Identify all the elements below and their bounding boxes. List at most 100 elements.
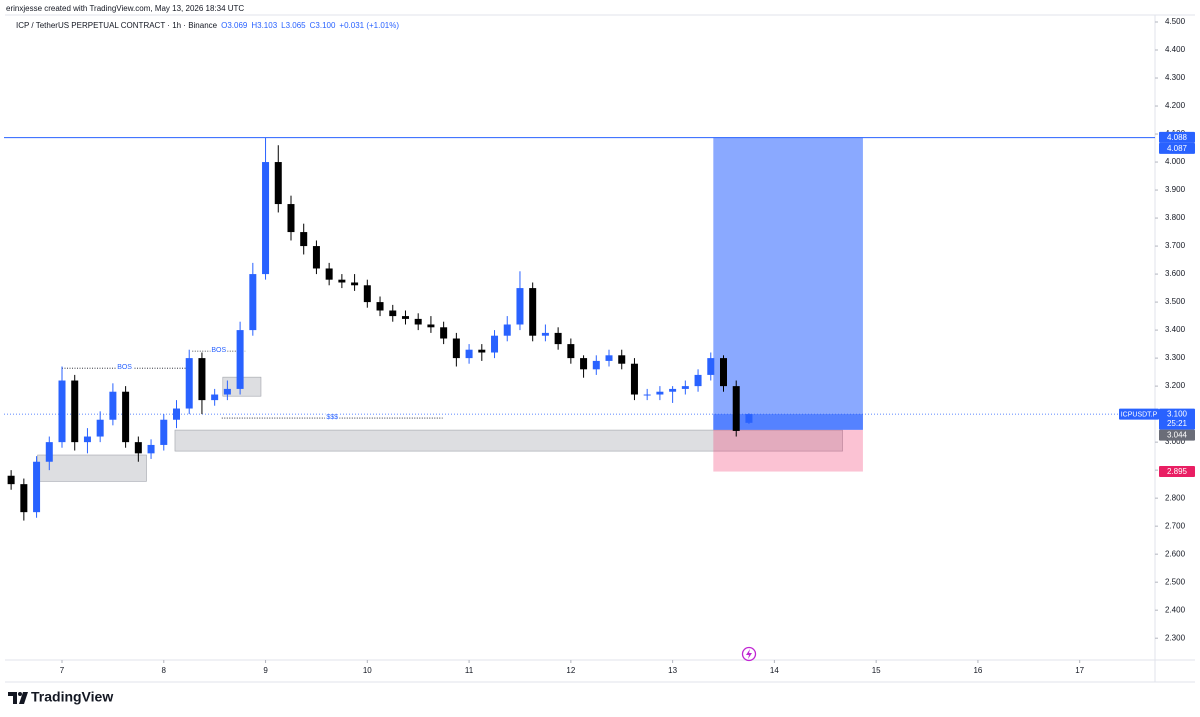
candle-body — [198, 358, 206, 401]
icon-bolt — [746, 649, 752, 659]
candle-body — [287, 204, 295, 233]
candle-body — [134, 442, 142, 454]
candle-body — [172, 408, 180, 420]
price-badge-label: 3.044 — [1167, 431, 1188, 440]
candle-body — [33, 461, 41, 513]
annotation-label: BOS — [117, 364, 132, 371]
price-badge — [1159, 429, 1195, 441]
y-tick-label: 2.600 — [1165, 549, 1186, 558]
zone — [37, 454, 147, 482]
y-tick-label: 2.700 — [1165, 521, 1186, 530]
candle-body — [414, 318, 422, 325]
x-tick-label: 11 — [465, 666, 474, 675]
y-tick-label: 4.500 — [1165, 17, 1186, 26]
candle-body — [109, 391, 117, 420]
candle-body — [427, 324, 435, 328]
y-tick-label: 3.600 — [1165, 269, 1186, 278]
candle-body — [325, 268, 333, 280]
candle-body — [541, 332, 549, 336]
symbol-tag-box — [1119, 408, 1159, 420]
y-tick-label: 3.000 — [1165, 437, 1186, 446]
candle-body — [338, 279, 346, 283]
x-tick-label: 14 — [770, 666, 779, 675]
price-badge — [1159, 466, 1195, 478]
candle-body — [732, 386, 740, 431]
candle-body — [300, 232, 308, 247]
candle-body — [440, 327, 448, 339]
logo-dot — [18, 692, 22, 696]
candle-body — [7, 475, 15, 485]
candle-body — [656, 391, 664, 395]
candle-body — [643, 394, 651, 396]
icon-ring — [741, 646, 757, 662]
zone — [174, 429, 843, 452]
y-tick-label: 2.500 — [1165, 577, 1186, 586]
x-tick-label: 9 — [263, 666, 268, 675]
header: erinxjesse created with TradingView.com,… — [6, 4, 244, 13]
annotation-label: $$$ — [326, 414, 338, 421]
candle-body — [223, 388, 231, 395]
legend: ICP / TetherUS PERPETUAL CONTRACT · 1h ·… — [16, 21, 399, 30]
y-tick-label: 3.800 — [1165, 213, 1186, 222]
plot: BOS BOS $$$ — [4, 137, 1155, 521]
price-badge-label: 4.088 — [1167, 133, 1188, 142]
x-tick-label: 7 — [60, 666, 65, 675]
candle-body — [554, 332, 562, 345]
countdown: 25:21 — [1167, 419, 1188, 428]
candle-body — [147, 444, 155, 454]
candle-body — [389, 310, 397, 317]
candle-body — [376, 302, 384, 311]
price-badge-label: 2.895 — [1167, 467, 1188, 476]
candle-body — [567, 344, 575, 359]
candle-body — [720, 358, 728, 387]
candle-body — [236, 330, 244, 389]
price-badge — [1159, 142, 1195, 154]
stop-zone — [713, 429, 863, 472]
x-tick-label: 10 — [363, 666, 372, 675]
candle-body — [681, 386, 689, 389]
price-badge-label: 3.100 — [1167, 410, 1188, 419]
candle-body — [669, 388, 677, 392]
candle-body — [96, 419, 104, 437]
candle-body — [707, 358, 715, 375]
candle-body — [529, 288, 537, 336]
y-tick-label: 4.300 — [1165, 73, 1186, 82]
candle-body — [630, 363, 638, 395]
legend-item: O3.069 — [221, 21, 248, 30]
candle-body — [478, 349, 486, 353]
candle-body — [605, 355, 613, 361]
x-tick-label: 13 — [668, 666, 677, 675]
y-tick-label: 3.900 — [1165, 185, 1186, 194]
legend-item: H3.103 — [251, 21, 277, 30]
candle-body — [83, 436, 91, 443]
candle-body — [160, 419, 168, 445]
candle-body — [71, 380, 79, 443]
legend-item: ICP / TetherUS PERPETUAL CONTRACT · 1h ·… — [16, 21, 218, 30]
candle-body — [452, 338, 460, 359]
y-tick-label: 4.200 — [1165, 101, 1186, 110]
candle-body — [262, 162, 270, 275]
candle-body — [401, 316, 409, 319]
y-tick-label: 3.700 — [1165, 241, 1186, 250]
y-tick-label: 3.400 — [1165, 325, 1186, 334]
logo-mark — [8, 692, 28, 704]
y-tick-label: 2.300 — [1165, 633, 1186, 642]
y-tick-label: 3.500 — [1165, 297, 1186, 306]
candle-body — [274, 162, 282, 205]
y-tick-label: 2.800 — [1165, 493, 1186, 502]
candle-body — [618, 355, 626, 364]
y-tick-label: 2.400 — [1165, 605, 1186, 614]
legend-item: +0.031 (+1.01%) — [339, 21, 399, 30]
candle-body — [249, 274, 257, 331]
x-tick-label: 8 — [162, 666, 167, 675]
symbol-tag: ICPUSDT.P — [1121, 411, 1158, 418]
candle-body — [516, 288, 524, 325]
candle-body — [58, 380, 66, 443]
candle-body — [185, 358, 193, 409]
price-badge — [1159, 408, 1195, 430]
y-tick-label: 4.000 — [1165, 157, 1186, 166]
candle-body — [580, 358, 588, 370]
y-tick-label: 3.300 — [1165, 353, 1186, 362]
